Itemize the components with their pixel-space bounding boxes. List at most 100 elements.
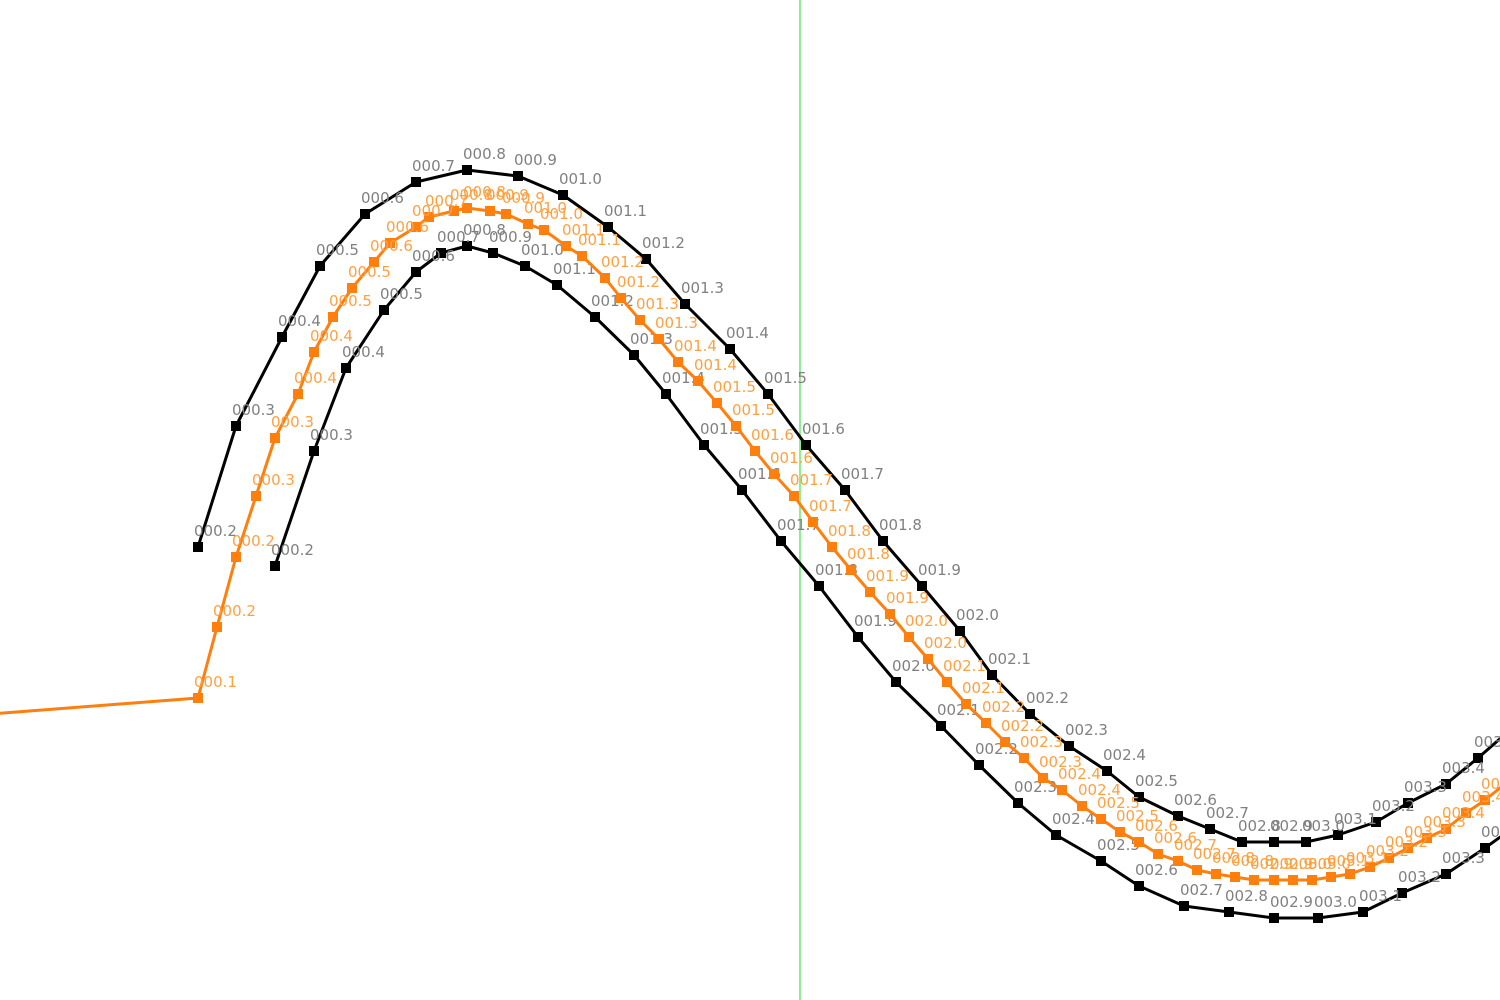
data-point-marker: [1371, 817, 1381, 827]
data-point-marker: [424, 212, 434, 222]
data-point-marker: [1422, 833, 1432, 843]
data-point-marker: [347, 283, 357, 293]
data-point-marker: [309, 446, 319, 456]
data-point-marker: [369, 257, 379, 267]
data-point-marker: [231, 421, 241, 431]
data-point-marker: [750, 446, 760, 456]
data-point-marker: [1179, 901, 1189, 911]
data-point-label: 002.5: [1116, 807, 1159, 825]
data-point-marker: [1288, 875, 1298, 885]
data-point-marker: [561, 241, 571, 251]
data-point-marker: [878, 536, 888, 546]
data-point-label: 002.6: [1135, 817, 1178, 835]
data-point-label: 000.9: [502, 189, 545, 207]
data-point-marker: [987, 670, 997, 680]
data-point-marker: [600, 273, 610, 283]
data-point-marker: [673, 357, 683, 367]
data-point-marker: [1345, 869, 1355, 879]
data-point-label: 001.9: [918, 561, 961, 579]
data-point-label: 003.4: [1462, 788, 1500, 806]
series-1: 000.2000.3000.4000.5000.6000.7000.8000.9…: [270, 221, 1500, 923]
data-point-label: 002.0: [924, 634, 967, 652]
data-point-label: 003.2: [1366, 842, 1409, 860]
data-point-marker: [661, 389, 671, 399]
data-point-marker: [385, 238, 395, 248]
data-point-marker: [1403, 798, 1413, 808]
data-point-label: 002.1: [943, 657, 986, 675]
data-point-label: 002.3: [1039, 753, 1082, 771]
data-point-label: 003.5: [1474, 733, 1500, 751]
data-point-marker: [558, 190, 568, 200]
data-point-marker: [436, 248, 446, 258]
data-point-label: 001.4: [674, 337, 717, 355]
data-point-marker: [1064, 741, 1074, 751]
data-point-label: 003.3: [1442, 849, 1485, 867]
data-point-label: 001.0: [521, 241, 564, 259]
data-point-label: 001.6: [770, 449, 813, 467]
data-point-label: 002.6: [1154, 829, 1197, 847]
data-point-marker: [1249, 875, 1259, 885]
data-point-label: 002.9: [1270, 855, 1313, 873]
data-point-label: 002.8: [1225, 887, 1268, 905]
data-point-label: 001.2: [617, 273, 660, 291]
data-point-label: 003.2: [1398, 868, 1441, 886]
data-point-marker: [462, 241, 472, 251]
data-point-marker: [212, 622, 222, 632]
series-line: [273, 244, 1500, 920]
data-point-label: 000.5: [316, 241, 359, 259]
data-point-label: 002.2: [1026, 689, 1069, 707]
data-point-label: 003.0: [1308, 855, 1351, 873]
data-point-label: 000.8: [463, 145, 506, 163]
data-point-marker: [923, 654, 933, 664]
data-point-marker: [1211, 869, 1221, 879]
data-point-marker: [270, 433, 280, 443]
data-point-label: 000.6: [361, 189, 404, 207]
data-point-label: 003.3: [1404, 778, 1447, 796]
data-point-label: 003.3: [1404, 823, 1447, 841]
data-point-marker: [603, 222, 613, 232]
data-point-label: 002.0: [956, 606, 999, 624]
data-point-marker: [360, 209, 370, 219]
data-point-marker: [520, 261, 530, 271]
data-point-label: 001.8: [828, 522, 871, 540]
data-point-label: 000.5: [380, 285, 423, 303]
data-point-marker: [904, 632, 914, 642]
data-point-marker: [981, 718, 991, 728]
data-point-label: 003.2: [1372, 797, 1415, 815]
data-point-marker: [193, 693, 203, 703]
data-point-label: 000.9: [514, 151, 557, 169]
data-point-label: 001.1: [562, 221, 605, 239]
data-point-marker: [763, 389, 773, 399]
data-point-label: 002.3: [1014, 778, 1057, 796]
data-point-marker: [341, 363, 351, 373]
data-point-marker: [885, 609, 895, 619]
data-point-marker: [309, 347, 319, 357]
data-point-marker: [251, 491, 261, 501]
data-point-marker: [293, 389, 303, 399]
data-point-marker: [680, 299, 690, 309]
data-point-label: 001.0: [524, 199, 567, 217]
data-point-marker: [1102, 766, 1112, 776]
data-point-label: 001.0: [540, 205, 583, 223]
data-point-label: 002.3: [1065, 721, 1108, 739]
data-point-marker: [1134, 881, 1144, 891]
data-point-marker: [1269, 837, 1279, 847]
data-point-label: 000.3: [232, 401, 275, 419]
data-point-label: 001.8: [847, 545, 890, 563]
data-point-label: 001.4: [726, 324, 769, 342]
data-point-label: 003.4: [1442, 759, 1485, 777]
data-point-label: 000.4: [342, 343, 385, 361]
data-point-label: 000.3: [310, 426, 353, 444]
data-point-marker: [840, 485, 850, 495]
data-point-marker: [1173, 811, 1183, 821]
data-point-marker: [1134, 792, 1144, 802]
data-point-marker: [629, 350, 639, 360]
data-point-marker: [814, 581, 824, 591]
data-point-marker: [1441, 869, 1451, 879]
data-point-marker: [1307, 875, 1317, 885]
data-point-marker: [641, 254, 651, 264]
data-point-marker: [1173, 856, 1183, 866]
data-point-marker: [277, 332, 287, 342]
data-point-label: 002.4: [1078, 781, 1121, 799]
